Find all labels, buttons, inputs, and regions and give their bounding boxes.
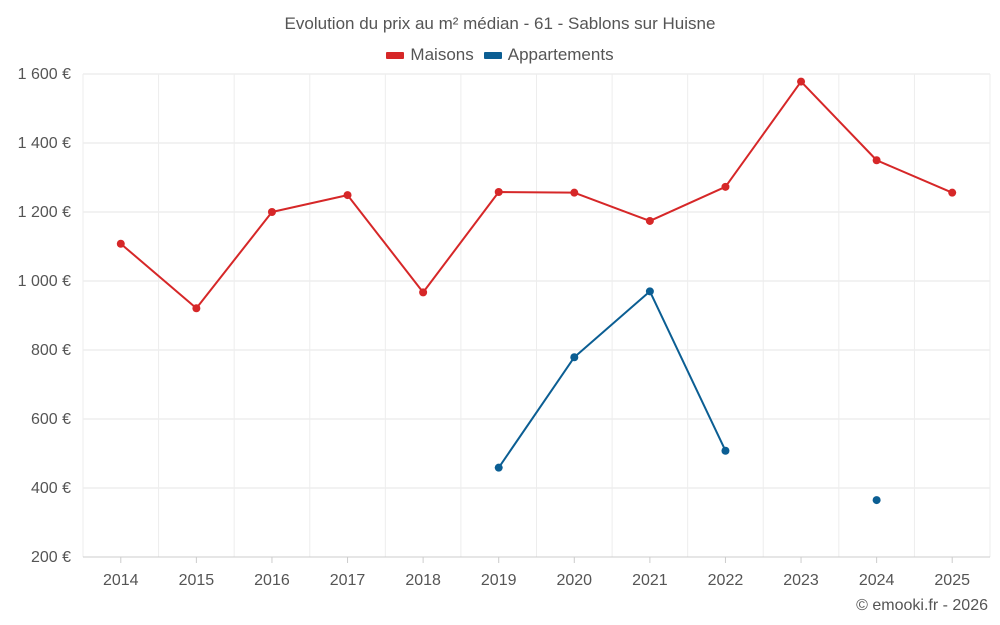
- y-tick-label: 1 000 €: [18, 273, 71, 290]
- x-tick-label: 2014: [103, 572, 139, 589]
- data-point-appartements: [872, 496, 881, 505]
- series-line-maisons: [120, 80, 953, 310]
- data-point-maisons: [948, 188, 957, 197]
- legend-label-appartements: Appartements: [507, 45, 614, 64]
- y-tick-label: 400 €: [31, 480, 71, 497]
- data-point-maisons: [570, 188, 579, 197]
- x-tick-label: 2023: [783, 572, 819, 589]
- data-point-maisons: [116, 239, 125, 248]
- data-point-maisons: [645, 216, 654, 225]
- legend-item-appartements[interactable]: Appartements: [483, 45, 614, 65]
- x-tick-label: 2024: [859, 572, 895, 589]
- legend-item-maisons[interactable]: Maisons: [386, 45, 474, 65]
- legend-swatch-maisons: [386, 51, 405, 59]
- legend-swatch-appartements: [483, 51, 502, 59]
- data-point-maisons: [872, 156, 881, 165]
- data-point-maisons: [419, 288, 428, 297]
- data-point-maisons: [494, 187, 503, 196]
- x-tick-label: 2017: [330, 572, 366, 589]
- y-tick-label: 1 200 €: [18, 204, 71, 221]
- data-point-appartements: [570, 353, 579, 362]
- y-tick-label: 600 €: [31, 411, 71, 428]
- legend-label-maisons: Maisons: [410, 45, 474, 64]
- x-tick-label: 2025: [934, 572, 970, 589]
- data-point-maisons: [267, 208, 276, 216]
- series-line-appartements: [497, 290, 727, 469]
- data-point-appartements: [721, 446, 730, 455]
- x-tick-label: 2018: [405, 572, 441, 589]
- data-point-maisons: [343, 191, 352, 200]
- x-tick-label: 2015: [179, 572, 215, 589]
- data-point-appartements: [645, 287, 654, 296]
- y-tick-label: 200 €: [31, 549, 71, 566]
- x-tick-label: 2022: [708, 572, 744, 589]
- y-tick-label: 800 €: [31, 342, 71, 359]
- y-tick-label: 1 600 €: [18, 66, 71, 83]
- x-tick-label: 2021: [632, 572, 668, 589]
- data-point-maisons: [721, 182, 730, 191]
- y-tick-label: 1 400 €: [18, 135, 71, 152]
- x-tick-label: 2016: [254, 572, 290, 589]
- data-point-appartements: [494, 463, 503, 472]
- data-point-maisons: [797, 77, 806, 86]
- data-point-maisons: [192, 304, 201, 313]
- copyright: © emooki.fr - 2026: [856, 597, 988, 614]
- chart-title: Evolution du prix au m² médian - 61 - Sa…: [284, 14, 716, 33]
- x-tick-label: 2019: [481, 572, 517, 589]
- legend: Maisons Appartements: [0, 45, 1000, 65]
- x-tick-label: 2020: [556, 572, 592, 589]
